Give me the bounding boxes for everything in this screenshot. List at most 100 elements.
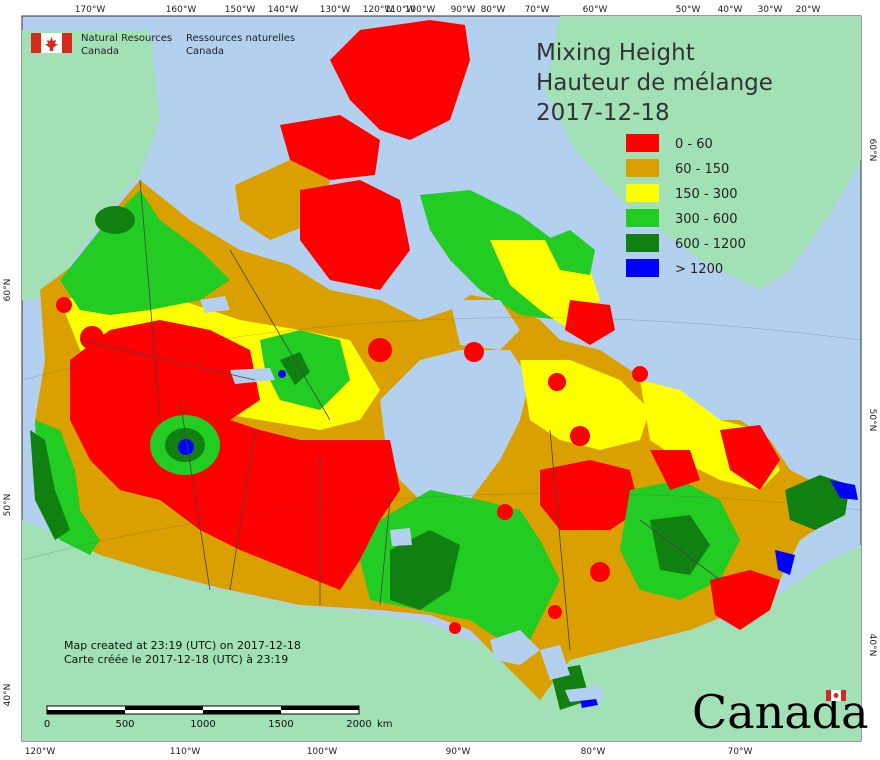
scale-bar-segment [203, 710, 281, 714]
foxe-basin [450, 300, 520, 350]
maple-leaf-icon [45, 37, 58, 51]
right-latitude-label: 40°N [867, 634, 877, 657]
yukon-dark-green [95, 206, 135, 234]
great-bear-lake [200, 296, 230, 313]
scale-bar [46, 705, 360, 715]
right-latitude-labels: 60°N 50°N 40°N [867, 139, 877, 657]
left-latitude-label: 50°N [3, 494, 13, 517]
labrador-red-small [650, 450, 700, 490]
scale-label: 0 [44, 719, 50, 730]
red-spot [464, 342, 484, 362]
red-spot [497, 504, 513, 520]
nwt-blue-spot [278, 370, 286, 378]
bottom-longitude-label: 100°W [307, 747, 338, 757]
nrc-logo [31, 33, 72, 53]
legend-label: 60 - 150 [675, 162, 729, 177]
red-spot [368, 338, 392, 362]
legend-label: 300 - 600 [675, 212, 738, 227]
scale-unit: km [377, 719, 393, 730]
baffin-red-patch [565, 300, 615, 345]
legend-label: 150 - 300 [675, 187, 738, 202]
top-longitude-label: 140°W [268, 5, 299, 15]
red-spot [590, 562, 610, 582]
agency-en-line2: Canada [81, 46, 119, 57]
top-longitude-label: 70°W [525, 5, 550, 15]
nwt-dark-green [280, 352, 310, 385]
victoria-island [300, 180, 410, 290]
legend-swatch [626, 159, 659, 177]
wordmark-flag-right [841, 690, 846, 701]
greenland-land [545, 16, 861, 290]
left-latitude-labels: 60°N 50°N 40°N [3, 279, 13, 707]
lake-superior [490, 630, 540, 665]
wordmark-maple-leaf-icon [833, 693, 839, 698]
bottom-longitude-label: 70°W [728, 747, 753, 757]
bottom-longitude-labels: 120°W 110°W 100°W 90°W 80°W 70°W [25, 747, 753, 757]
agency-fr-line1: Ressources naturelles [186, 33, 295, 44]
bc-coast-dark-green [30, 430, 70, 540]
red-spot [80, 326, 104, 350]
bottom-longitude-label: 110°W [170, 747, 201, 757]
cape-breton-blue [775, 550, 795, 575]
bottom-longitude-label: 90°W [446, 747, 471, 757]
top-longitude-label: 80°W [481, 5, 506, 15]
scale-bar-segment [125, 706, 203, 710]
legend: 0 - 60 60 - 150 150 - 300 300 - 600 600 - 12… [626, 134, 746, 277]
scale-label: 1500 [268, 719, 293, 730]
red-spot [548, 373, 566, 391]
scale-label: 500 [115, 719, 134, 730]
legend-swatch [626, 234, 659, 252]
top-longitude-label: 50°W [676, 5, 701, 15]
top-longitude-label: 150°W [225, 5, 256, 15]
legend-label: > 1200 [675, 262, 723, 277]
top-longitude-label: 110°W [385, 5, 416, 15]
top-longitude-label: 40°W [718, 5, 743, 15]
wordmark-flag-left [826, 690, 831, 701]
legend-swatch [626, 259, 659, 277]
bottom-longitude-label: 120°W [25, 747, 56, 757]
red-spot [449, 622, 461, 634]
scale-label: 1000 [190, 719, 215, 730]
red-spot [570, 426, 590, 446]
map-date: 2017-12-18 [536, 100, 670, 126]
right-latitude-label: 60°N [867, 139, 877, 162]
top-longitude-label: 130°W [320, 5, 351, 15]
legend-label: 600 - 1200 [675, 237, 746, 252]
lake-winnipeg [390, 528, 412, 546]
bottom-longitude-label: 80°W [581, 747, 606, 757]
agency-en-line1: Natural Resources [81, 33, 172, 44]
scale-label: 2000 [346, 719, 371, 730]
map-title-en: Mixing Height [536, 40, 695, 66]
red-spot [548, 605, 562, 619]
legend-swatch [626, 134, 659, 152]
top-longitude-label: 160°W [166, 5, 197, 15]
alberta-blue-spot [178, 439, 194, 455]
created-note-en: Map created at 23:19 (UTC) on 2017-12-18 [64, 639, 301, 652]
yukon-green [60, 190, 230, 315]
left-latitude-label: 60°N [3, 279, 13, 302]
top-longitude-label: 100°W [405, 5, 436, 15]
wordmark-flag [826, 690, 846, 701]
top-longitude-label: 20°W [796, 5, 821, 15]
labrador-red [720, 425, 780, 490]
left-latitude-label: 40°N [3, 684, 13, 707]
flag-left-bar [31, 33, 41, 53]
hudson-bay [380, 350, 530, 510]
quebec-central-red [540, 460, 640, 530]
graticule-lines [22, 317, 861, 561]
ellesmere-island [330, 20, 470, 140]
legend-swatch [626, 209, 659, 227]
legend-swatch [626, 184, 659, 202]
lake-huron [540, 645, 570, 680]
flag-right-bar [62, 33, 72, 53]
newfoundland [785, 475, 850, 530]
top-longitude-label: 120°W [363, 5, 394, 15]
scale-bar-segment [281, 706, 359, 710]
top-longitude-label: 30°W [758, 5, 783, 15]
maritimes-red [710, 570, 780, 630]
scale-bar-segment [47, 710, 125, 714]
legend-label: 0 - 60 [675, 137, 713, 152]
red-spot [56, 297, 72, 313]
